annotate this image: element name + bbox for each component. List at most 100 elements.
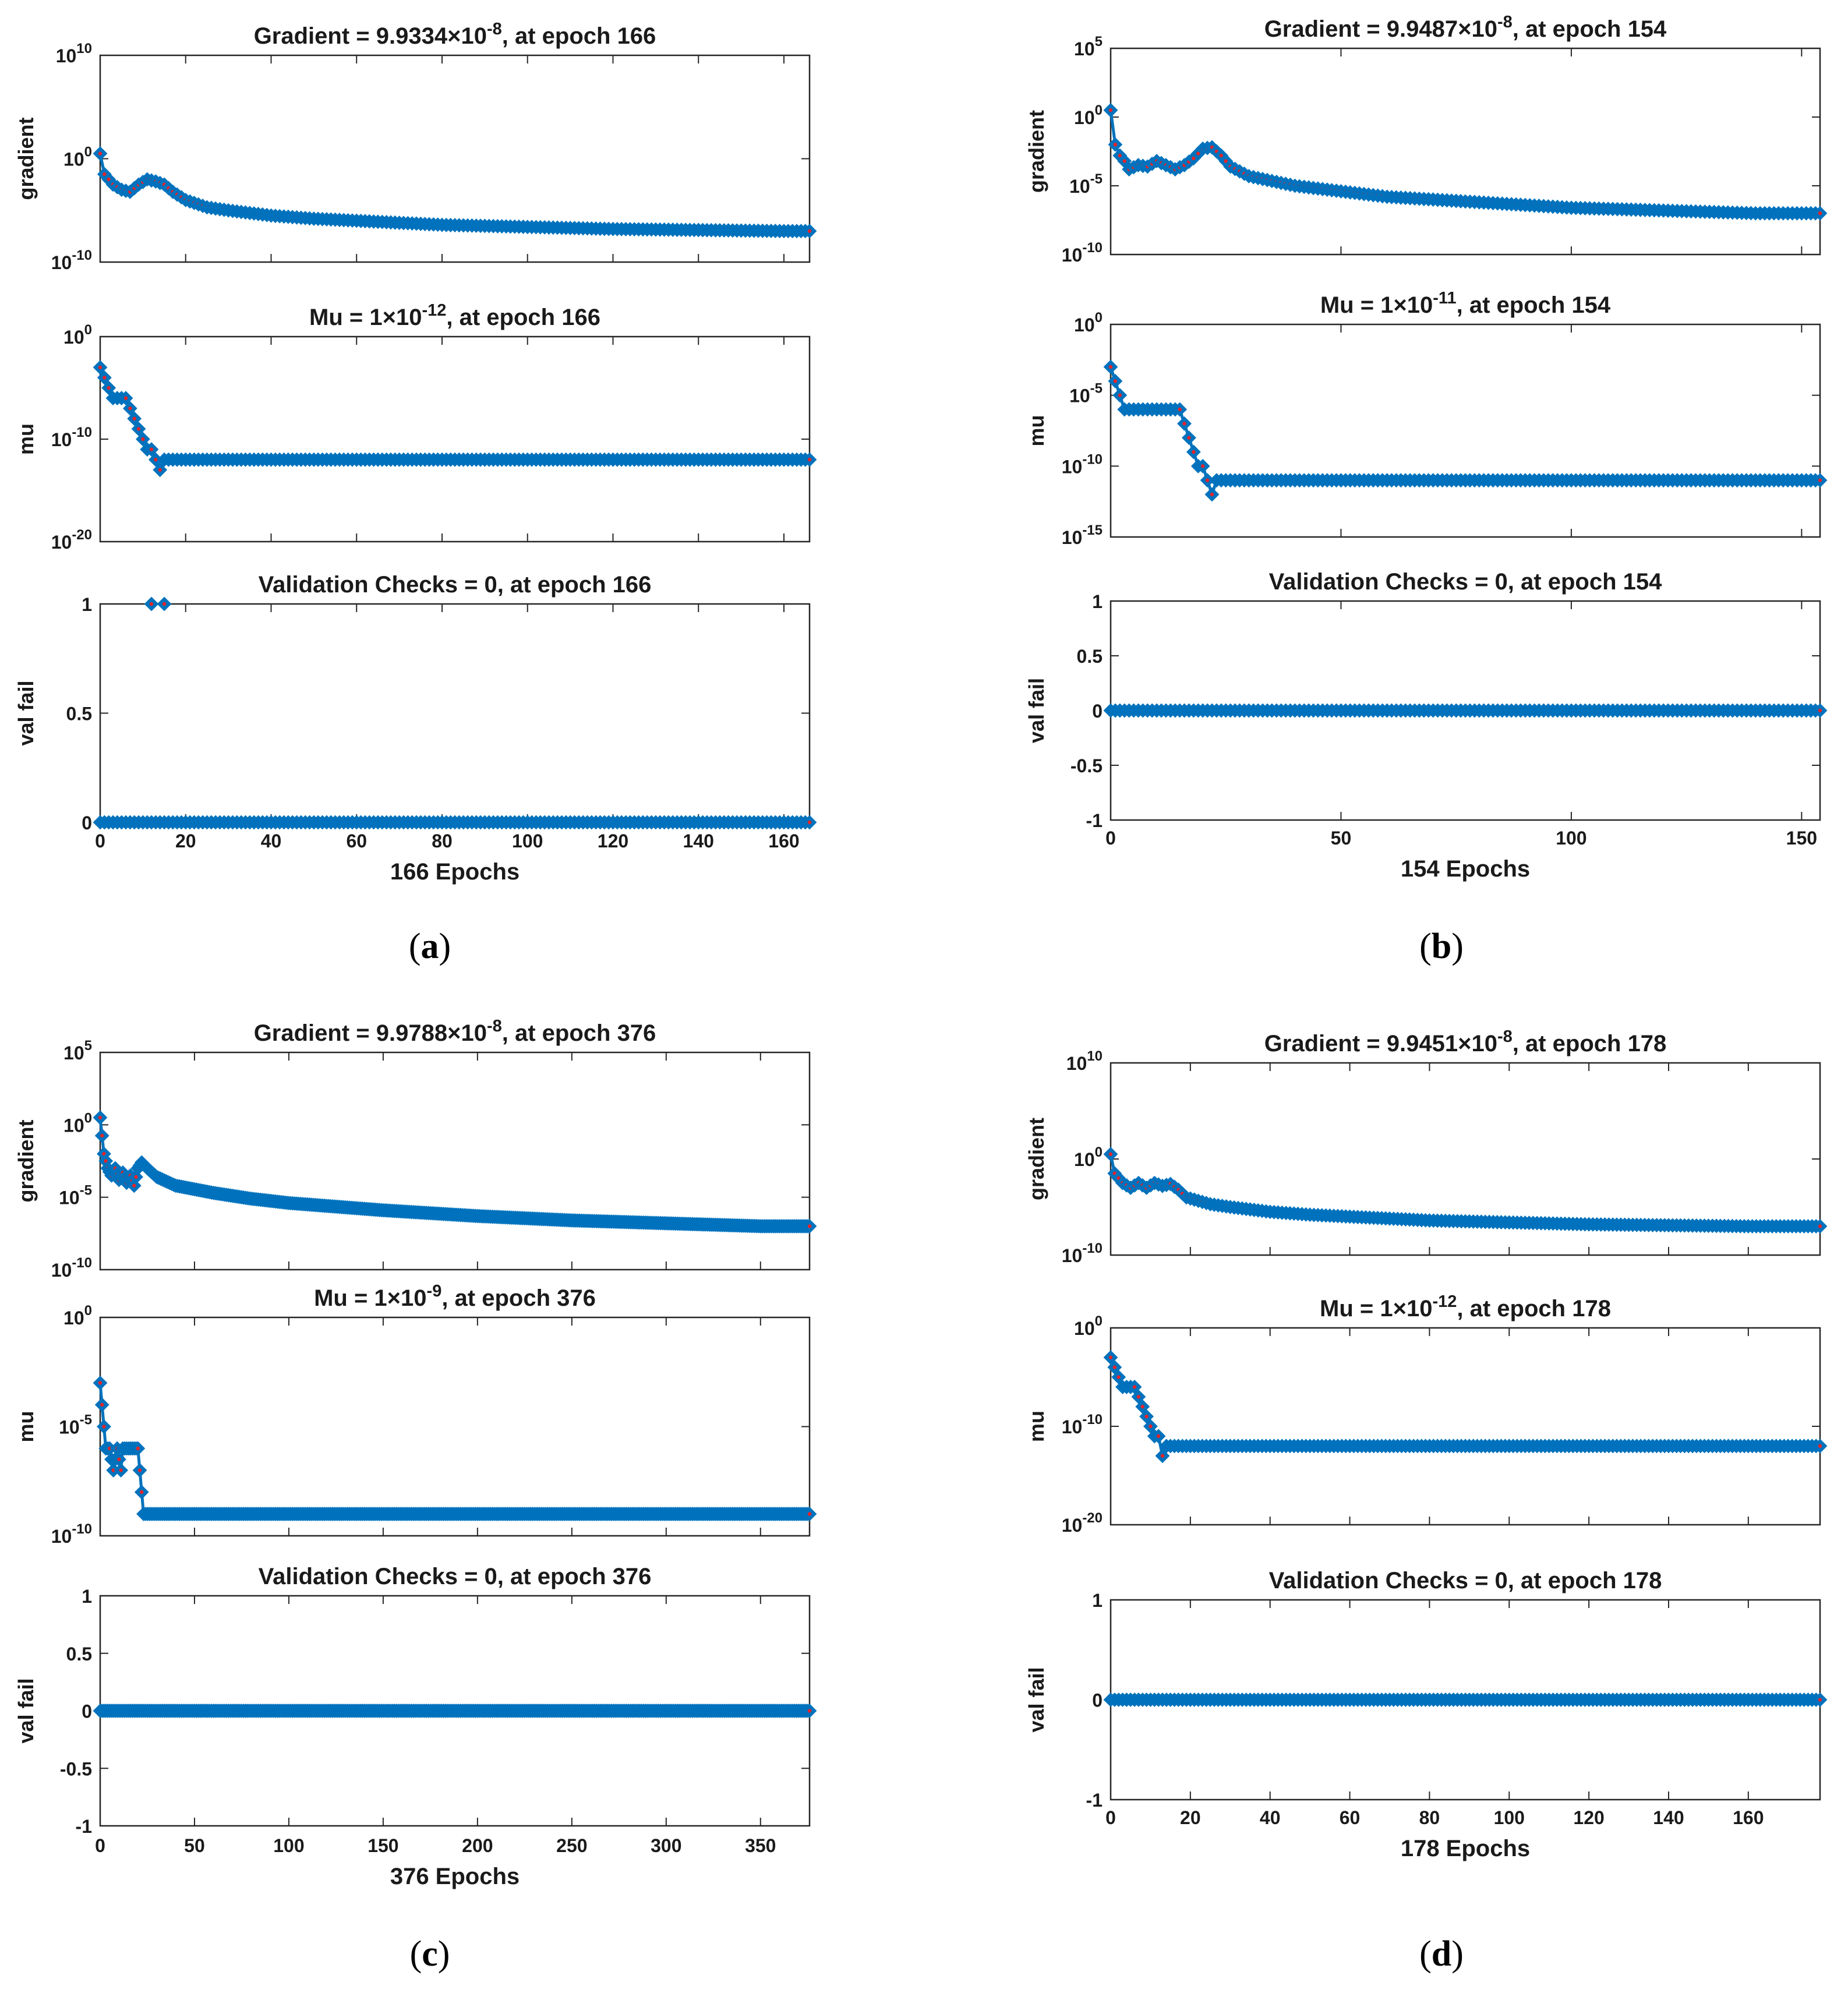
data-point-center bbox=[128, 407, 132, 411]
y-axis-label: val fail bbox=[14, 1678, 38, 1743]
x-tick-label-0: 0 bbox=[95, 1835, 105, 1856]
y-tick-label-1: 100 bbox=[63, 144, 92, 170]
y-tick-label-1: 10-5 bbox=[1069, 381, 1103, 407]
data-point-center bbox=[1156, 1434, 1161, 1439]
y-tick-label-1: 10-5 bbox=[59, 1412, 92, 1438]
y-tick-label-0: 100 bbox=[63, 1303, 92, 1328]
data-point-center bbox=[98, 1381, 103, 1385]
y-tick-label-0: 105 bbox=[63, 1038, 92, 1063]
data-point-center bbox=[1178, 407, 1182, 412]
panel-title: Validation Checks = 0, at epoch 376 bbox=[259, 1564, 652, 1589]
data-point-center bbox=[103, 376, 107, 380]
data-point-center bbox=[1210, 492, 1214, 497]
panel-gradient: Gradient = 9.9334×10-8, at epoch 166 grad… bbox=[14, 20, 817, 273]
data-point-center bbox=[1118, 153, 1122, 158]
data-point-center bbox=[102, 1425, 106, 1429]
data-point-center bbox=[154, 458, 158, 462]
y-tick-label-2: 0 bbox=[1092, 701, 1103, 722]
series-markers bbox=[1103, 359, 1828, 502]
y-tick-label-2: 10-20 bbox=[51, 527, 92, 553]
y-axis-label: mu bbox=[14, 1411, 38, 1443]
x-tick-label-4: 200 bbox=[462, 1835, 493, 1856]
y-axis-label: gradient bbox=[14, 1119, 38, 1202]
data-point-center bbox=[1200, 464, 1205, 468]
data-point-center bbox=[1144, 1414, 1149, 1419]
data-point-center bbox=[107, 386, 111, 390]
panel-title: Gradient = 9.9451×10-8, at epoch 178 bbox=[1264, 1027, 1667, 1056]
figure-d: Gradient = 9.9451×10-8, at epoch 178grad… bbox=[1024, 1027, 1828, 1974]
y-axis-label: val fail bbox=[14, 680, 38, 745]
x-tick-label-3: 150 bbox=[368, 1835, 398, 1856]
data-point-center bbox=[1187, 436, 1191, 440]
series-markers bbox=[93, 596, 817, 830]
data-point-center bbox=[98, 151, 103, 156]
data-point-center bbox=[162, 602, 167, 606]
x-tick-label-2: 100 bbox=[273, 1835, 304, 1856]
data-point-center bbox=[1108, 108, 1113, 112]
data-point-center bbox=[1182, 422, 1186, 426]
x-tick-label-1: 20 bbox=[175, 831, 196, 851]
data-point-center bbox=[1140, 1405, 1144, 1409]
y-tick-label-2: 10-5 bbox=[59, 1183, 92, 1208]
data-point-center bbox=[807, 1512, 812, 1516]
y-tick-label-0: 1010 bbox=[1066, 1048, 1103, 1074]
axes-box bbox=[99, 335, 811, 543]
data-point-center bbox=[1122, 159, 1126, 163]
x-axis-label: 154 Epochs bbox=[1401, 856, 1530, 882]
x-tick-label-7: 140 bbox=[683, 831, 714, 851]
data-point-center bbox=[123, 396, 128, 400]
x-tick-label-0: 0 bbox=[95, 831, 105, 851]
y-axis-label: mu bbox=[1024, 1411, 1048, 1442]
y-tick-label-1: 100 bbox=[1074, 1144, 1103, 1170]
y-tick-label-1: 0.5 bbox=[66, 704, 92, 725]
y-tick-label-2: 10-5 bbox=[1069, 171, 1103, 197]
data-point-center bbox=[807, 1709, 812, 1713]
data-point-center bbox=[98, 1115, 103, 1120]
y-tick-label-3: 10-10 bbox=[51, 1255, 92, 1281]
data-point-center bbox=[1818, 478, 1822, 482]
series-markers bbox=[1103, 703, 1828, 718]
figure-a: Gradient = 9.9334×10-8, at epoch 166 grad… bbox=[14, 20, 817, 966]
x-tick-label-8: 160 bbox=[768, 831, 799, 851]
figure-caption: (c) bbox=[410, 1934, 450, 1974]
y-tick-label-0: 1 bbox=[82, 1586, 92, 1607]
y-axis-label: gradient bbox=[14, 117, 38, 200]
data-point-center bbox=[1108, 1152, 1113, 1156]
y-axis-label: mu bbox=[1024, 415, 1048, 447]
data-point-center bbox=[1219, 153, 1224, 158]
data-point-center bbox=[1818, 1224, 1822, 1228]
data-point-center bbox=[1116, 1375, 1121, 1379]
data-point-center bbox=[100, 1402, 104, 1407]
y-tick-label-3: 10-15 bbox=[1062, 522, 1103, 548]
panel-gradient: Gradient = 9.9487×10-8, at epoch 154grad… bbox=[1024, 13, 1828, 266]
data-point-center bbox=[1112, 1365, 1117, 1369]
y-tick-label-2: 10-20 bbox=[1062, 1510, 1103, 1536]
panel-mu: Mu = 1×10-12, at epoch 178mu10010-1010-2… bbox=[1024, 1292, 1828, 1536]
y-tick-label-4: -1 bbox=[76, 1816, 92, 1837]
x-axis-label: 166 Epochs bbox=[390, 859, 520, 885]
panel-title: Gradient = 9.9334×10-8, at epoch 166 bbox=[254, 20, 656, 49]
y-tick-label-0: 100 bbox=[1074, 1313, 1103, 1339]
x-axis-label: 376 Epochs bbox=[390, 1864, 520, 1889]
axes-box bbox=[99, 1316, 811, 1537]
data-point-center bbox=[136, 1446, 140, 1451]
data-point-center bbox=[1136, 1395, 1141, 1399]
y-tick-label-2: 10-10 bbox=[51, 248, 92, 273]
data-point-center bbox=[1196, 151, 1200, 156]
axes-box bbox=[99, 1051, 811, 1271]
y-tick-label-1: 100 bbox=[1074, 103, 1103, 128]
y-tick-label-0: 105 bbox=[1074, 34, 1103, 59]
y-axis-label: gradient bbox=[1024, 110, 1048, 193]
x-tick-label-1: 50 bbox=[1331, 828, 1352, 849]
y-tick-label-4: -1 bbox=[1086, 810, 1103, 831]
panel-mu: Mu = 1×10-12, at epoch 166mu10010-1010-2… bbox=[14, 301, 817, 553]
data-point-center bbox=[1108, 1355, 1113, 1359]
y-tick-label-1: 10-10 bbox=[51, 425, 92, 450]
x-tick-label-0: 0 bbox=[1105, 828, 1116, 849]
figure-b: Gradient = 9.9487×10-8, at epoch 154grad… bbox=[1024, 13, 1828, 966]
data-point-center bbox=[100, 1133, 104, 1138]
x-tick-label-2: 40 bbox=[261, 831, 282, 851]
